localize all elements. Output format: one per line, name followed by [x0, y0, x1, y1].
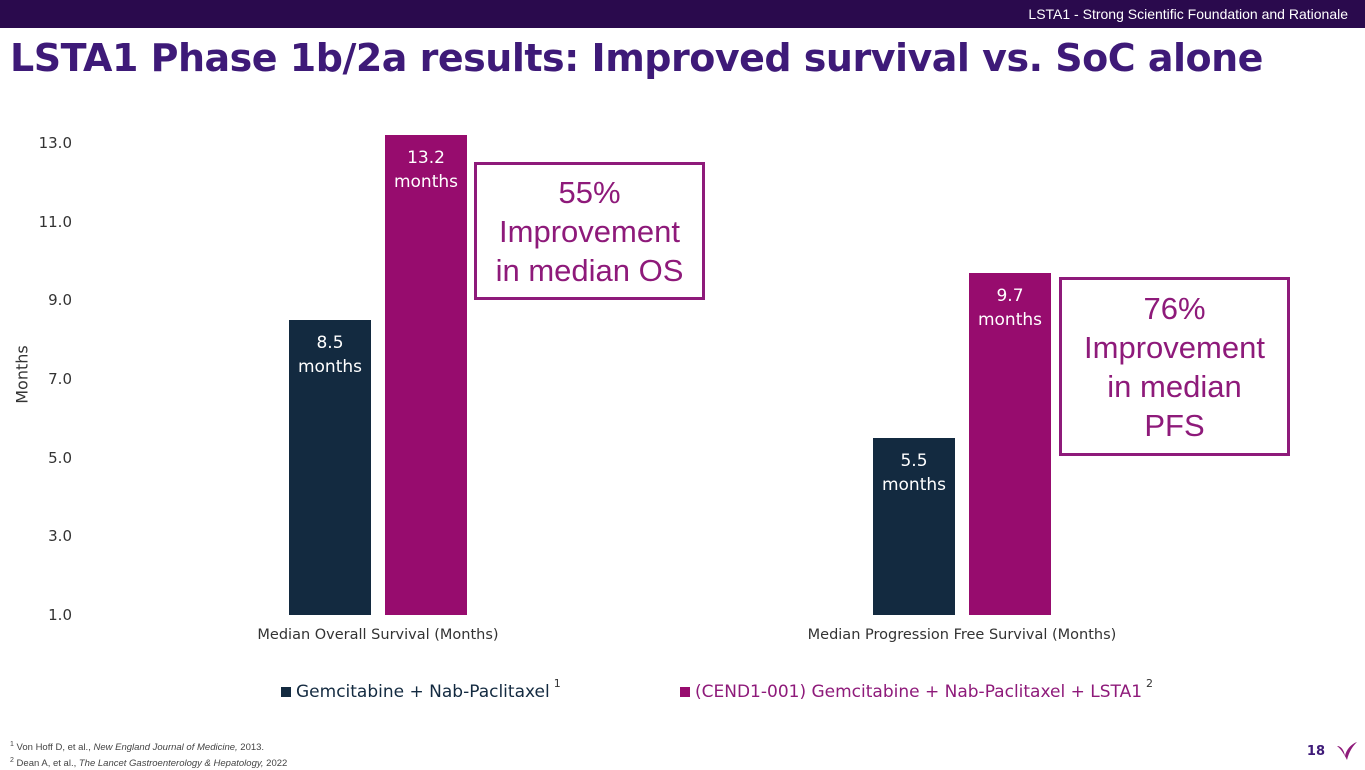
y-tick-label: 13.0: [38, 134, 72, 152]
footnote-1: 1 Von Hoff D, et al., New England Journa…: [10, 739, 287, 755]
pfs-improvement-callout: 76% Improvement in median PFS: [1059, 277, 1290, 456]
legend-swatch-lsta1: [680, 687, 690, 697]
bar-value-label-line: 8.5: [316, 333, 344, 353]
page-number: 18: [1306, 744, 1325, 759]
bar-value-label-line: 5.5: [900, 451, 928, 471]
y-tick-label: 1.0: [48, 606, 72, 624]
bar-value-label-line: months: [297, 357, 363, 377]
bar-value-label-line: months: [881, 475, 947, 495]
footnote-2: 2 Dean A, et al., The Lancet Gastroenter…: [10, 755, 287, 770]
bar-soc-os: [289, 320, 371, 615]
y-tick-label: 5.0: [48, 448, 72, 467]
footnote-1-journal: New England Journal of Medicine,: [93, 742, 238, 754]
page-title: LSTA1 Phase 1b/2a results: Improved surv…: [10, 36, 1263, 80]
footnote-1-year: 2013.: [237, 742, 265, 754]
bar-value-label-line: months: [977, 309, 1043, 330]
pfs-callout-line-1: 76%: [1143, 290, 1206, 326]
legend-label-soc: Gemcitabine + Nab-Paclitaxel: [296, 682, 550, 702]
legend-item-soc: Gemcitabine + Nab-Paclitaxel 1: [281, 677, 561, 702]
y-tick-label: 9.0: [48, 291, 72, 310]
bar-value-label: 9.7 months: [969, 284, 1051, 332]
legend-item-lsta1: (CEND1-001) Gemcitabine + Nab-Paclitaxel…: [680, 677, 1153, 702]
footnote-2-authors: Dean A, et al.,: [16, 757, 79, 769]
legend-sup-lsta1: 2: [1146, 676, 1154, 690]
y-tick-label: 11.0: [38, 212, 72, 231]
bar-value-label-line: months: [393, 172, 459, 193]
legend-sup-soc: 1: [553, 676, 561, 690]
os-callout-line-1: 55%: [558, 174, 621, 210]
bar-value-label-line: 9.7: [996, 285, 1024, 306]
bar-value-label: 8.5 months: [289, 331, 371, 379]
pfs-callout-line-4: PFS: [1144, 407, 1205, 443]
bar-soc-pfs: [873, 438, 955, 615]
pfs-callout-line-2: Improvement: [1084, 329, 1265, 365]
bar-value-label: 5.5 months: [873, 449, 955, 497]
os-callout-line-2: Improvement: [499, 213, 680, 249]
footnote-1-number: 1: [10, 741, 14, 748]
bar-lsta1-os: [385, 135, 467, 615]
company-logo-icon: [1337, 742, 1357, 760]
footnotes: 1 Von Hoff D, et al., New England Journa…: [10, 739, 287, 770]
os-callout-line-3: in median OS: [495, 252, 684, 288]
footnote-2-number: 2: [10, 756, 14, 764]
y-tick-label: 7.0: [48, 370, 72, 388]
legend-swatch-soc: [281, 687, 291, 697]
section-title: LSTA1 - Strong Scientific Foundation and…: [1028, 6, 1348, 22]
legend-label-lsta1: (CEND1-001) Gemcitabine + Nab-Paclitaxel…: [695, 682, 1143, 702]
footnote-2-year: 2022: [263, 757, 288, 769]
header-bar: LSTA1 - Strong Scientific Foundation and…: [0, 0, 1365, 28]
footnote-1-authors: Von Hoff D, et al.,: [16, 742, 94, 754]
category-label: Median Overall Survival (Months): [257, 627, 499, 643]
pfs-callout-line-3: in median: [1107, 368, 1242, 404]
footnote-2-journal: The Lancet Gastroenterology & Hepatology…: [78, 757, 264, 769]
bar-value-label: 13.2 months: [385, 146, 467, 194]
y-tick-label: 3.0: [48, 527, 72, 546]
bar-lsta1-pfs: [969, 272, 1051, 615]
bar-value-label-line: 13.2: [407, 148, 445, 169]
os-improvement-callout: 55% Improvement in median OS: [474, 162, 705, 300]
category-label: Median Progression Free Survival (Months…: [807, 627, 1117, 643]
